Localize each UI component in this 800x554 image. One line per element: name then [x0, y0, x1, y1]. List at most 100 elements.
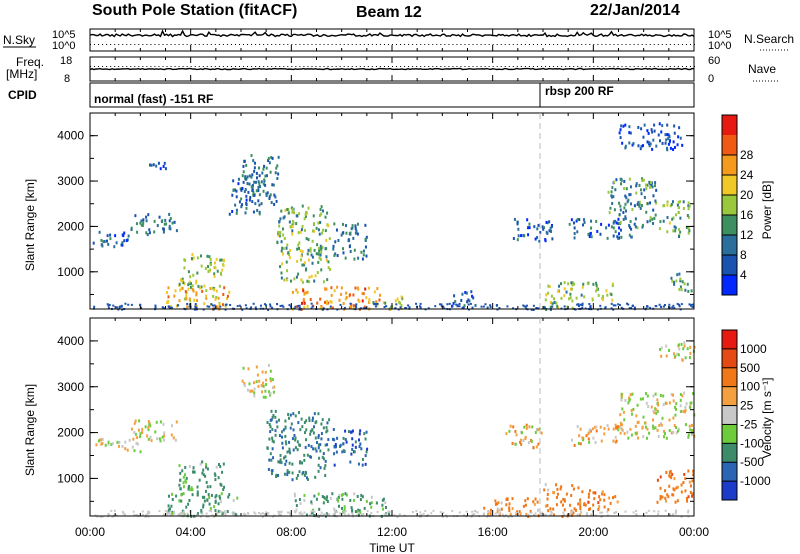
data-cell [563, 281, 566, 285]
data-cell [579, 504, 582, 508]
data-cell [325, 302, 328, 306]
data-cell [343, 507, 346, 511]
data-cell [328, 418, 331, 422]
data-cell [219, 496, 222, 500]
data-cell [668, 429, 671, 433]
nsearch-dot [508, 44, 510, 45]
data-cell [257, 199, 260, 203]
data-cell [319, 297, 322, 301]
nsearch-dot [387, 44, 389, 45]
data-cell [353, 257, 356, 261]
data-cell [202, 505, 205, 509]
data-cell [317, 228, 320, 232]
data-cell [182, 481, 185, 485]
data-cell [635, 513, 638, 516]
data-cell [614, 495, 617, 499]
data-cell [670, 392, 673, 396]
data-cell [111, 442, 114, 446]
data-cell [619, 228, 622, 232]
data-cell [516, 220, 519, 224]
data-cell [560, 500, 563, 504]
data-cell [280, 209, 283, 213]
data-cell [631, 304, 634, 307]
data-cell [543, 306, 546, 309]
data-cell [540, 431, 543, 435]
data-cell [279, 304, 282, 307]
data-cell [135, 222, 138, 226]
x-tick-label: 12:00 [377, 525, 407, 539]
data-cell [255, 189, 258, 193]
data-cell [337, 238, 340, 242]
data-cell [561, 503, 564, 507]
data-cell [471, 513, 474, 516]
data-cell [263, 303, 266, 306]
data-cell [272, 390, 275, 394]
data-cell [547, 488, 550, 492]
data-cell [303, 217, 306, 221]
data-cell [624, 202, 627, 206]
data-cell [621, 407, 624, 411]
data-cell [342, 436, 345, 440]
nsearch-dot [488, 44, 490, 45]
nave-dot [146, 66, 148, 67]
data-cell [312, 447, 315, 451]
data-cell [285, 459, 288, 463]
data-cell [666, 148, 669, 152]
data-cell [293, 277, 296, 281]
data-cell [303, 305, 306, 309]
data-cell [259, 512, 262, 515]
data-cell [269, 418, 272, 422]
data-cell [517, 227, 520, 231]
data-cell [245, 177, 248, 181]
data-cell [207, 265, 210, 269]
data-cell [313, 279, 316, 283]
data-cell [335, 228, 338, 232]
data-cell [205, 515, 208, 518]
data-cell [196, 485, 199, 489]
nave-dot [464, 66, 466, 67]
data-cell [206, 485, 209, 489]
data-cell [365, 296, 368, 300]
data-cell [178, 514, 181, 517]
data-cell [130, 427, 133, 431]
nave-dot [528, 66, 530, 67]
station-title: South Pole Station (fitACF) [92, 2, 297, 19]
data-cell [689, 428, 692, 432]
data-cell [300, 228, 303, 232]
data-cell [668, 135, 671, 139]
power-colorbar-label: 20 [740, 188, 754, 202]
data-cell [284, 440, 287, 444]
data-cell [310, 302, 313, 305]
data-cell [244, 304, 247, 307]
data-cell [337, 499, 340, 503]
data-cell [134, 419, 137, 423]
data-cell [405, 307, 408, 310]
data-cell [666, 230, 669, 234]
nsearch-dot [557, 44, 559, 45]
data-cell [141, 431, 144, 435]
data-cell [551, 302, 554, 306]
data-cell [601, 295, 604, 299]
nave-dot [367, 66, 369, 67]
data-cell [188, 484, 191, 488]
nave-dot [448, 66, 450, 67]
data-cell [312, 510, 315, 513]
data-cell [179, 478, 182, 482]
data-cell [642, 397, 645, 401]
data-cell [394, 307, 397, 310]
velocity-panel-frame [89, 317, 695, 517]
data-cell [332, 247, 335, 251]
data-cell [362, 292, 365, 296]
data-cell [682, 200, 685, 204]
nave-dot [359, 66, 361, 67]
data-cell [649, 216, 652, 220]
nsearch-dot [182, 44, 184, 45]
data-cell [636, 431, 639, 435]
data-cell [297, 231, 300, 235]
nave-dot [597, 66, 599, 67]
data-cell [276, 176, 279, 180]
data-cell [308, 455, 311, 459]
data-cell [173, 510, 176, 513]
data-cell [566, 305, 569, 309]
